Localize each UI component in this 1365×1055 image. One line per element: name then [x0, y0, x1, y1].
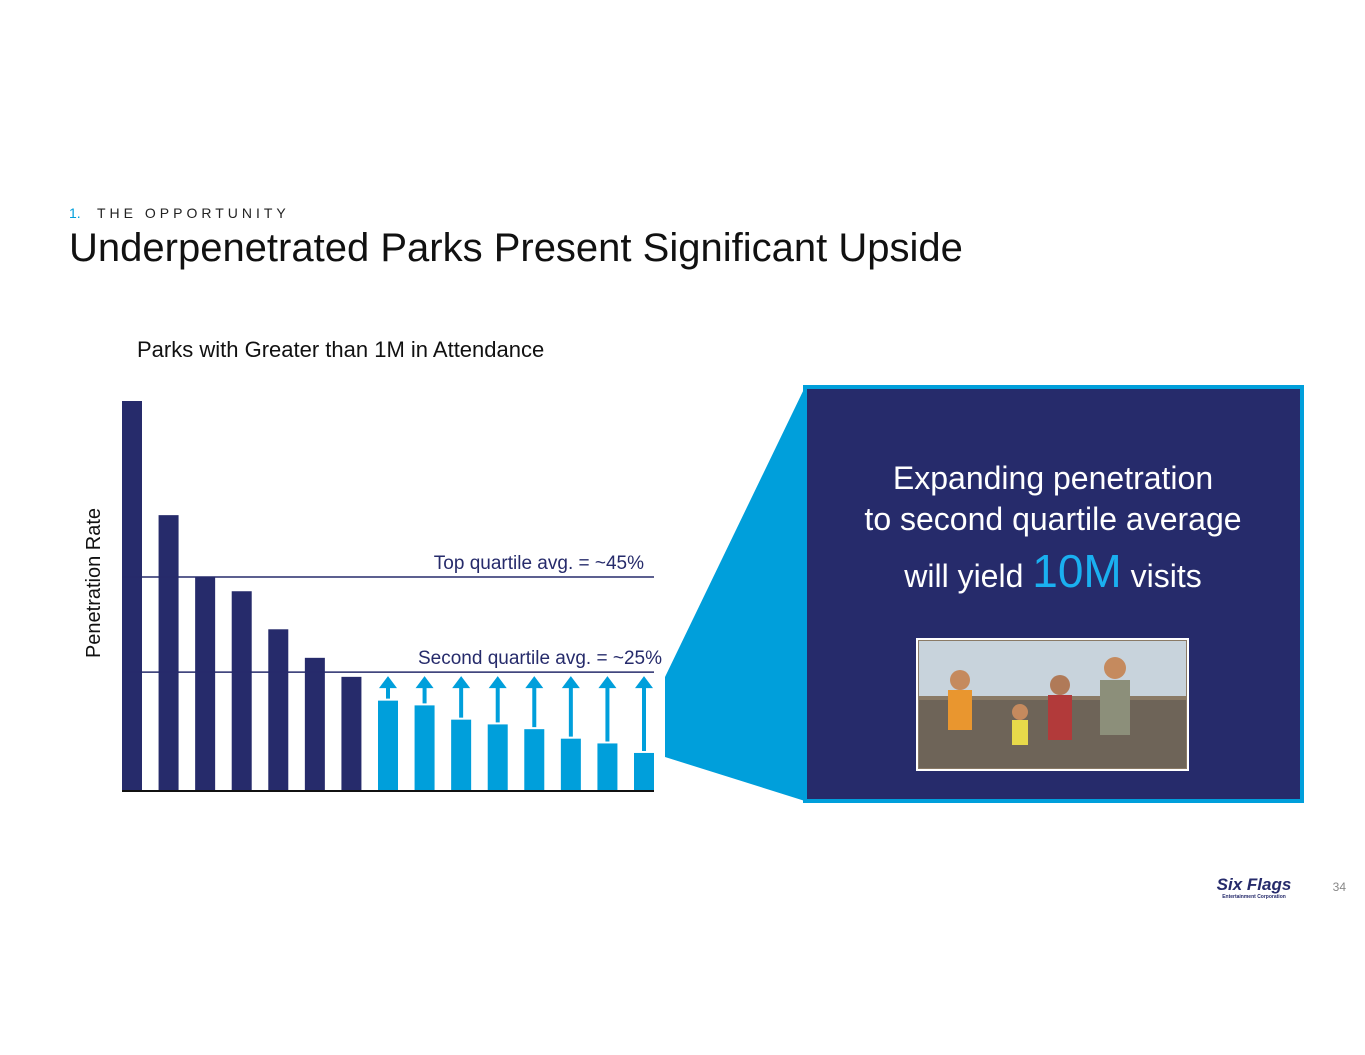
photo	[916, 638, 1189, 771]
arrow-head	[525, 676, 544, 689]
bar	[304, 657, 325, 791]
bar	[634, 752, 654, 791]
logo: Six Flags	[1217, 875, 1292, 894]
bar	[341, 676, 362, 791]
bar	[524, 729, 545, 791]
arrow-head	[635, 676, 653, 689]
arrow-head	[452, 676, 471, 689]
section-number: 1.	[69, 205, 81, 221]
callout-text: to second quartile average	[864, 501, 1241, 537]
arrow-head	[561, 676, 580, 689]
arrow-head	[379, 676, 397, 689]
bar	[231, 591, 252, 791]
chart-title: Parks with Greater than 1M in Attendance	[137, 337, 544, 362]
arrow-head	[415, 676, 434, 689]
bar	[378, 700, 398, 791]
reference-label: Top quartile avg. = ~45%	[434, 553, 644, 574]
page-number: 34	[1333, 880, 1347, 894]
slide-title: Underpenetrated Parks Present Significan…	[69, 226, 963, 270]
callout-highlight: 10M	[1032, 545, 1121, 597]
callout-text: Expanding penetration	[893, 460, 1213, 496]
bar	[122, 401, 142, 791]
reference-label: Second quartile avg. = ~25%	[418, 648, 662, 669]
bar	[158, 515, 179, 791]
logo-subtitle: Entertainment Corporation	[1222, 894, 1286, 900]
y-axis-label: Penetration Rate	[83, 508, 105, 658]
bar	[487, 724, 508, 791]
bar	[597, 743, 618, 791]
bar	[268, 629, 289, 791]
callout-text: will yield	[903, 558, 1023, 594]
arrow-head	[488, 676, 507, 689]
arrow-head	[598, 676, 617, 689]
zoom-wedge	[665, 387, 805, 801]
section-label: THE OPPORTUNITY	[97, 205, 290, 221]
callout-text: visits	[1131, 558, 1202, 594]
bar	[195, 576, 216, 791]
bar	[451, 719, 472, 791]
bar	[560, 738, 581, 791]
callout-text: will yield 10M visits	[903, 545, 1202, 597]
bar	[414, 705, 435, 791]
